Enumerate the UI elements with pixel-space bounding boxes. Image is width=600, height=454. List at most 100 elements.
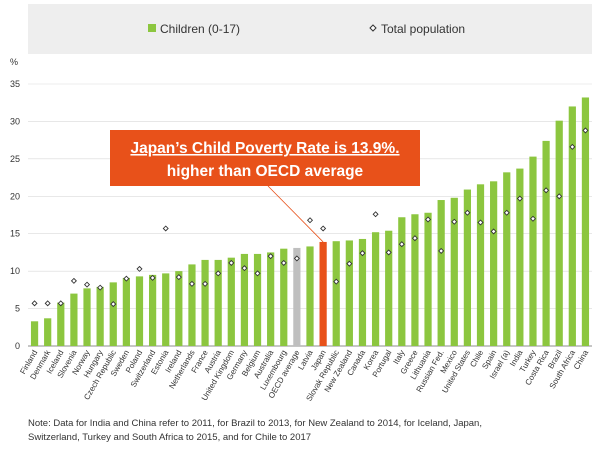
total-population-marker — [293, 255, 300, 262]
total-population-marker — [320, 225, 327, 232]
bar — [267, 252, 275, 346]
y-tick-label: 10 — [10, 266, 20, 276]
total-population-marker — [464, 209, 471, 216]
bar — [162, 273, 170, 346]
bar — [96, 286, 104, 346]
bar — [490, 181, 498, 346]
y-tick-label: 20 — [10, 191, 20, 201]
bar — [214, 259, 222, 346]
markers — [31, 127, 589, 308]
bar — [122, 277, 130, 346]
total-population-marker — [70, 277, 77, 284]
total-population-marker — [162, 225, 169, 232]
annotation-title: Japan’s Child Poverty Rate is 13.9%. — [130, 140, 399, 157]
bar — [201, 259, 209, 346]
bar — [437, 200, 445, 346]
bar — [135, 276, 144, 346]
total-population-marker — [398, 241, 405, 248]
bar — [371, 232, 380, 346]
total-population-marker — [228, 259, 235, 266]
legend-label-total: Total population — [381, 22, 465, 36]
total-population-marker — [385, 249, 392, 256]
y-tick-label: 35 — [10, 79, 20, 89]
total-population-marker — [175, 274, 182, 281]
total-population-marker — [241, 265, 248, 272]
total-population-marker — [359, 250, 366, 257]
bar — [319, 241, 327, 346]
bar — [398, 217, 406, 346]
total-population-marker — [425, 216, 432, 223]
bar — [358, 238, 367, 346]
category-label: China — [572, 348, 591, 371]
total-population-marker — [503, 209, 510, 216]
annotation: Japan’s Child Poverty Rate is 13.9%. hig… — [110, 130, 420, 243]
total-population-marker — [543, 187, 550, 194]
bar — [280, 248, 288, 346]
y-tick-label: 30 — [10, 116, 20, 126]
total-population-marker — [188, 280, 195, 287]
bar — [555, 120, 563, 347]
bar — [529, 156, 537, 346]
total-population-marker — [490, 228, 497, 235]
bar — [568, 106, 576, 346]
bar — [463, 189, 472, 346]
bar — [332, 241, 340, 346]
bar — [411, 214, 419, 346]
total-population-marker — [516, 195, 523, 202]
bar — [70, 293, 78, 346]
annotation-box — [110, 130, 420, 186]
total-population-marker — [280, 259, 287, 266]
note-line-1: Note: Data for India and China refer to … — [28, 418, 482, 429]
bar — [450, 197, 458, 346]
bar — [83, 288, 91, 346]
total-population-marker — [477, 219, 484, 226]
y-tick-label: 5 — [15, 304, 20, 314]
annotation-pointer — [267, 185, 324, 243]
bar — [57, 302, 65, 346]
bar — [30, 321, 39, 346]
total-population-marker — [451, 218, 458, 225]
total-population-marker — [31, 300, 38, 307]
note-line-2: Switzerland, Turkey and South Africa to … — [28, 432, 311, 443]
bar — [175, 271, 183, 346]
total-population-marker — [438, 247, 445, 254]
bar — [148, 274, 157, 346]
bar — [188, 264, 196, 346]
bar — [503, 172, 511, 346]
y-tick-label: 0 — [15, 341, 20, 351]
total-population-marker — [346, 260, 353, 267]
total-population-marker — [411, 235, 418, 242]
bar — [385, 230, 393, 346]
category-labels: FinlandDenmarkIcelandSloveniaNorwayHunga… — [18, 348, 590, 403]
y-axis-ticks: 0 5 10 15 20 25 30 35 — [10, 79, 20, 351]
bars — [30, 97, 590, 347]
total-population-marker — [123, 275, 130, 282]
total-population-marker — [83, 281, 91, 288]
total-population-marker — [569, 143, 576, 150]
bar — [227, 257, 235, 346]
total-population-marker — [306, 217, 314, 224]
total-population-marker — [149, 274, 156, 281]
legend-swatch-children — [148, 24, 156, 32]
legend-swatch-total — [369, 24, 377, 32]
bar — [293, 247, 301, 346]
total-population-marker — [57, 300, 64, 307]
total-population-marker — [254, 270, 261, 277]
bar — [581, 97, 590, 346]
bar — [516, 168, 524, 346]
bar — [476, 184, 485, 346]
total-population-marker — [136, 265, 143, 272]
total-population-marker — [215, 270, 222, 277]
bar — [542, 140, 550, 346]
total-population-marker — [97, 284, 104, 291]
bar — [345, 240, 353, 346]
bar — [306, 246, 314, 346]
y-tick-label: 25 — [10, 154, 20, 164]
total-population-marker — [556, 193, 563, 200]
bar — [424, 212, 432, 346]
bar — [253, 253, 262, 346]
total-population-marker — [529, 215, 537, 222]
total-population-marker — [267, 253, 274, 260]
legend-label-children: Children (0-17) — [160, 22, 240, 36]
